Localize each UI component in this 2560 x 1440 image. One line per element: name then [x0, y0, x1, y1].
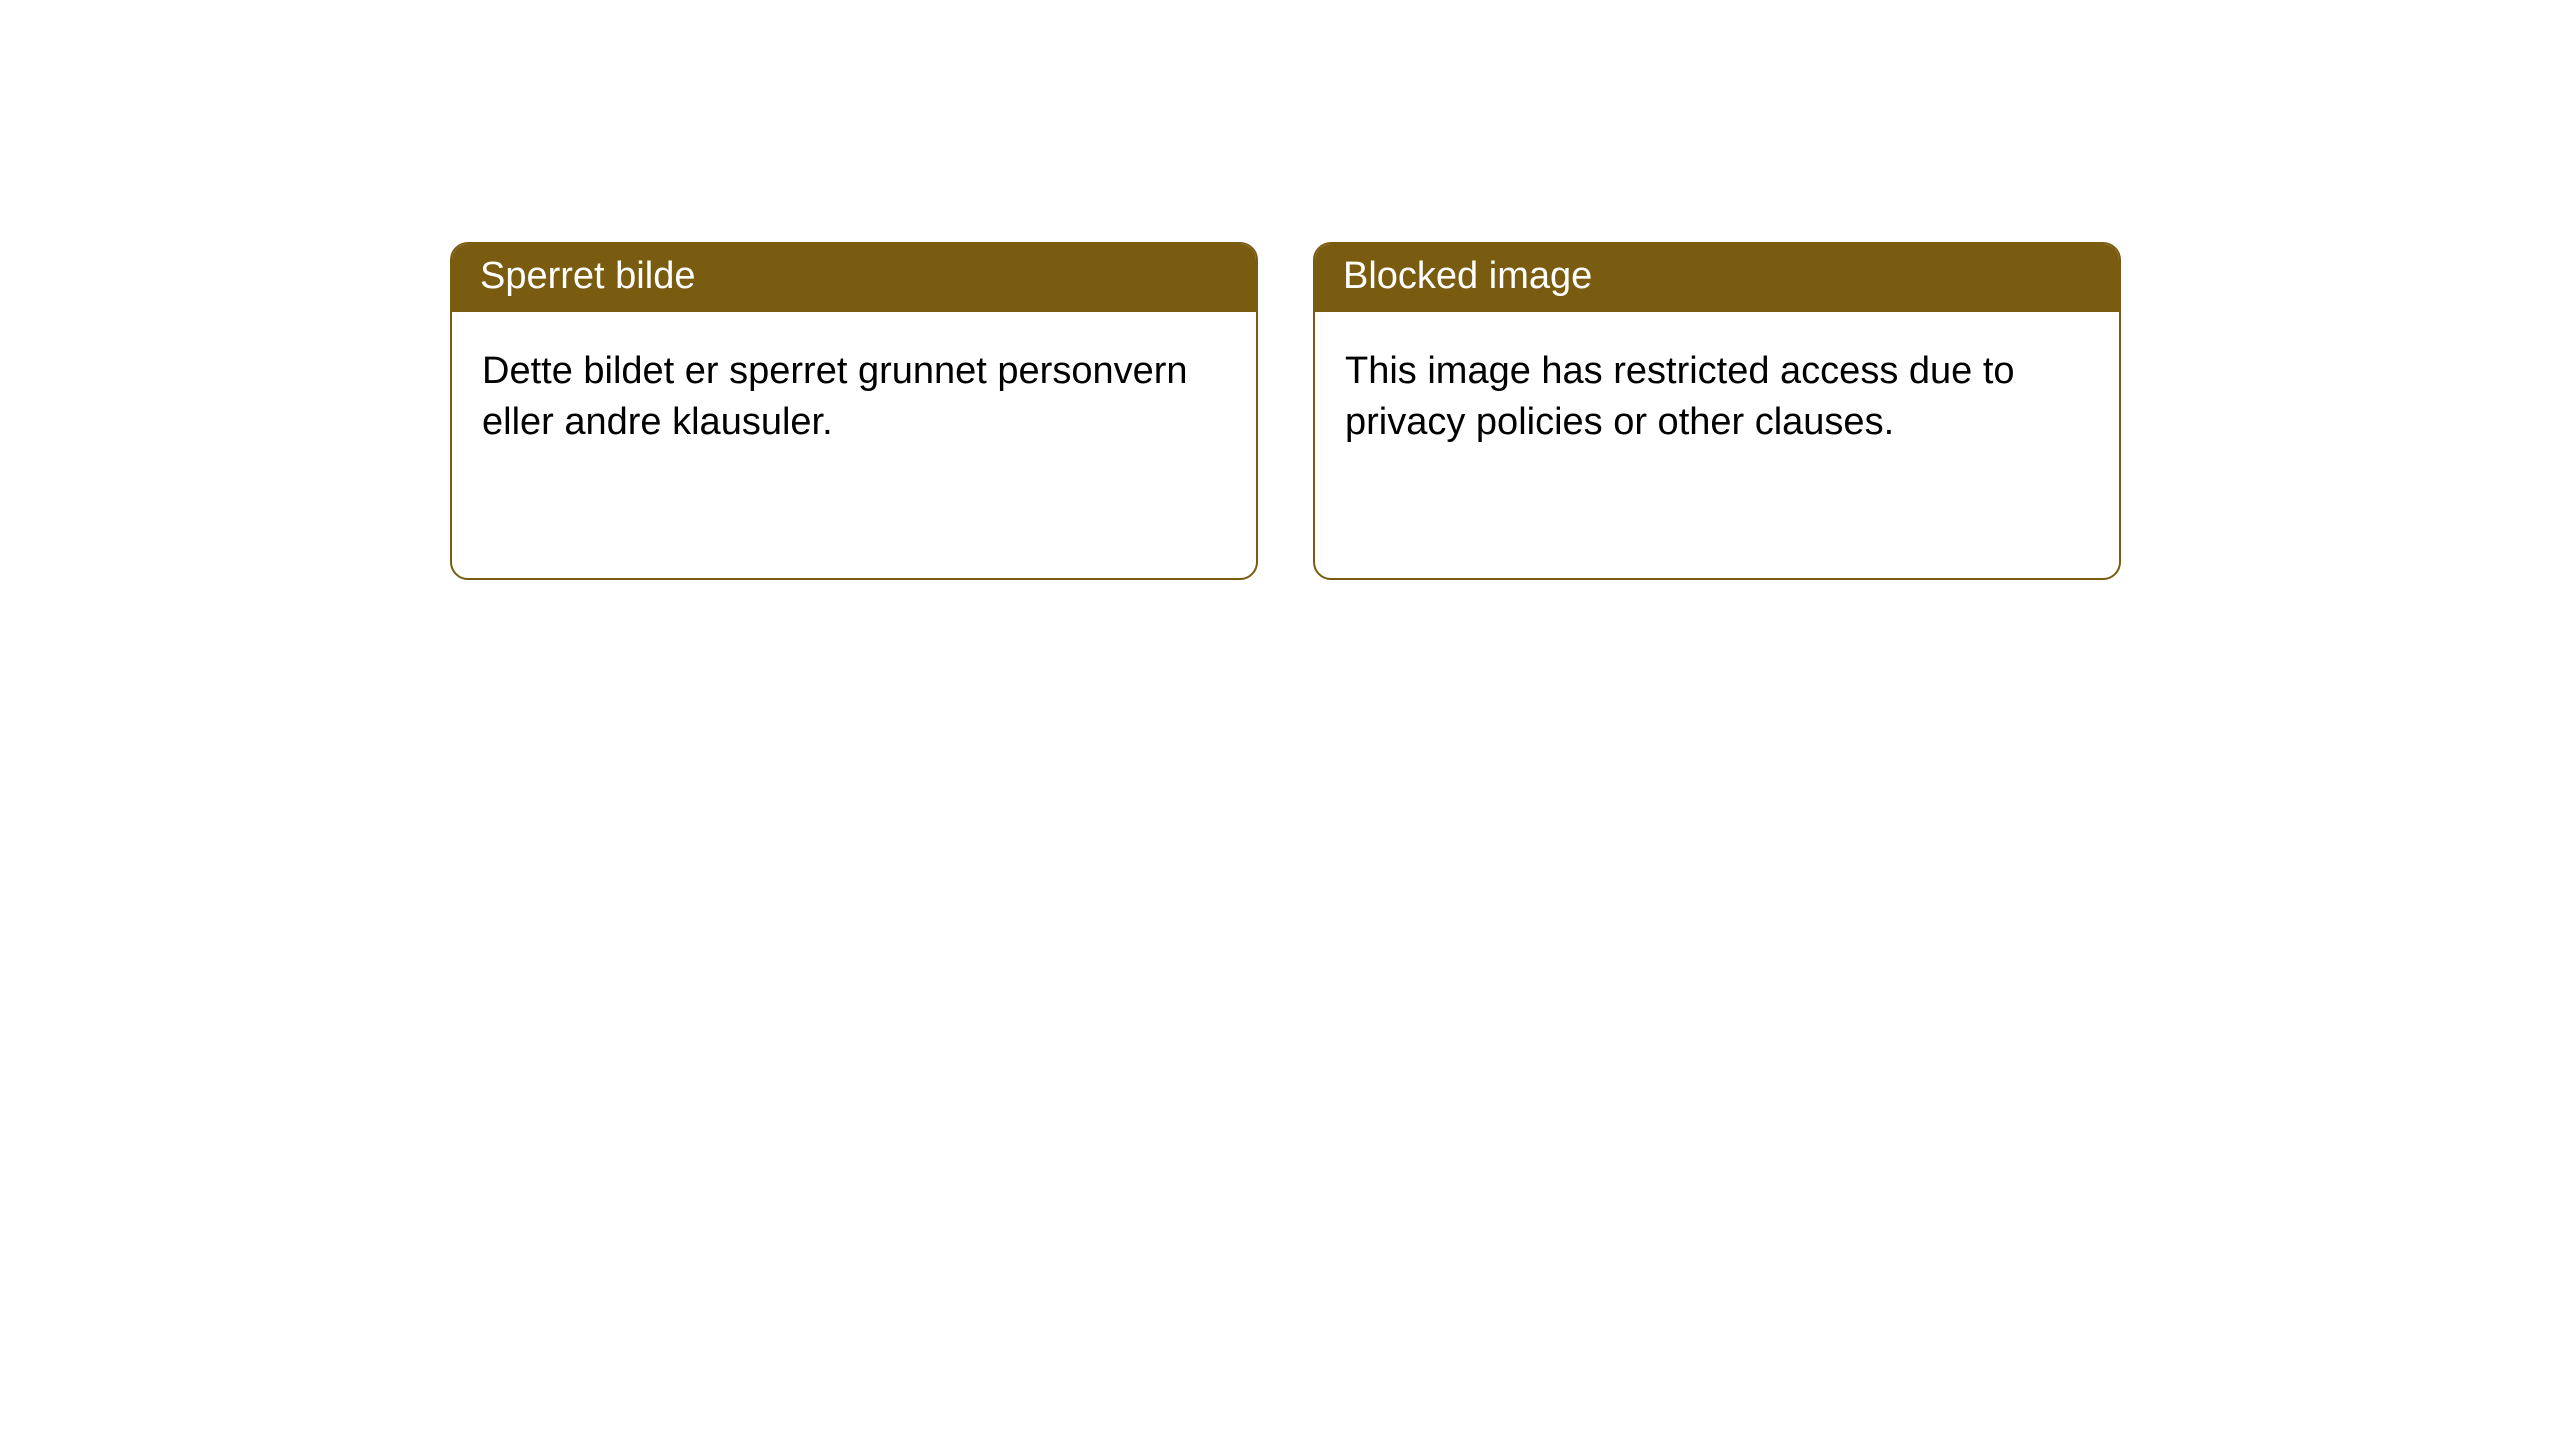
blocked-image-card-no: Sperret bilde Dette bildet er sperret gr…	[450, 242, 1258, 580]
card-body-en: This image has restricted access due to …	[1315, 312, 2119, 473]
notice-container: Sperret bilde Dette bildet er sperret gr…	[0, 0, 2560, 580]
card-header-en: Blocked image	[1315, 244, 2119, 312]
card-title-no: Sperret bilde	[480, 255, 695, 297]
blocked-image-card-en: Blocked image This image has restricted …	[1313, 242, 2121, 580]
card-message-no: Dette bildet er sperret grunnet personve…	[482, 350, 1188, 443]
card-header-no: Sperret bilde	[452, 244, 1256, 312]
card-body-no: Dette bildet er sperret grunnet personve…	[452, 312, 1256, 473]
card-title-en: Blocked image	[1343, 255, 1592, 297]
card-message-en: This image has restricted access due to …	[1345, 350, 2015, 443]
